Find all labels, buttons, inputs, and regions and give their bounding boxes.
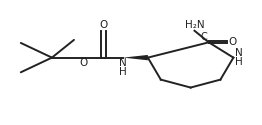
Text: O: O — [100, 20, 108, 30]
Text: O: O — [79, 58, 87, 68]
Text: N
H: N H — [235, 48, 242, 67]
Text: C: C — [201, 32, 208, 42]
Text: O: O — [228, 37, 237, 47]
Text: H₂N: H₂N — [185, 20, 204, 30]
Text: N
H: N H — [119, 58, 127, 77]
Polygon shape — [123, 55, 148, 60]
